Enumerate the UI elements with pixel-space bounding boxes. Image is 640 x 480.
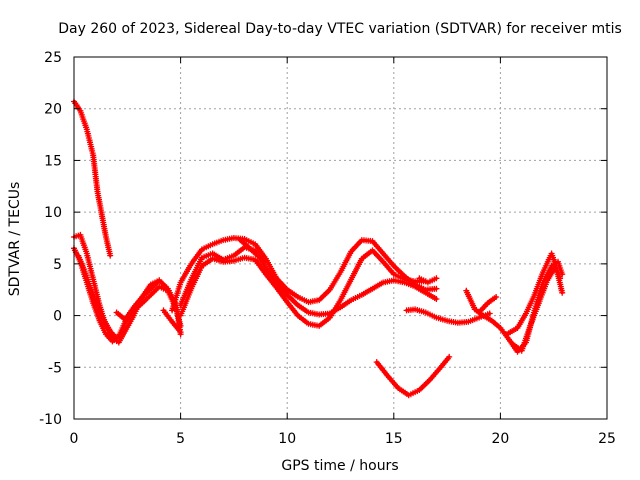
series-markers [113,277,163,323]
y-tick-label: 15 [44,153,62,169]
series-arc-5 [113,277,163,323]
grid-lines [74,57,607,419]
series-markers [75,252,120,342]
y-tick-label: 20 [44,102,62,118]
x-tick-label: 10 [278,431,296,447]
series-arc-4 [75,252,120,342]
series-arc-15 [476,294,500,316]
series-markers [373,353,453,399]
series-arc-10 [237,237,269,265]
series-arc-17 [510,262,566,354]
axis-ticks: 0 5 10 15 20 25 -10 -5 0 5 10 15 20 25 [39,50,616,447]
x-tick-label: 20 [491,431,509,447]
y-tick-label: 25 [44,50,62,66]
series-markers [416,275,440,286]
series-arc-13 [403,306,493,326]
x-tick-label: 15 [385,431,403,447]
y-axis-label: SDTVAR / TECUs [7,182,23,297]
series-markers [169,235,440,314]
y-tick-label: 5 [53,257,62,273]
chart-title: Day 260 of 2023, Sidereal Day-to-day VTE… [58,21,622,37]
data-series [71,98,566,399]
x-tick-label: 25 [598,431,616,447]
x-tick-label: 0 [70,431,79,447]
series-arc-9 [160,307,184,336]
y-tick-label: 0 [53,309,62,325]
series-markers [237,237,269,265]
x-axis-label: GPS time / hours [281,458,398,474]
series-arc-6 [169,235,440,314]
series-markers [510,262,566,354]
plot-frame [73,56,608,420]
series-markers [476,294,500,316]
x-tick-label: 5 [176,431,185,447]
y-tick-label: -10 [39,412,62,428]
series-markers [177,247,429,329]
y-tick-label: -5 [48,360,62,376]
y-tick-label: 10 [44,205,62,221]
series-markers [160,307,184,336]
series-arc-1 [71,98,114,259]
series-arc-12 [373,353,453,399]
series-arc-11 [416,275,440,286]
series-arc-8 [177,247,429,329]
